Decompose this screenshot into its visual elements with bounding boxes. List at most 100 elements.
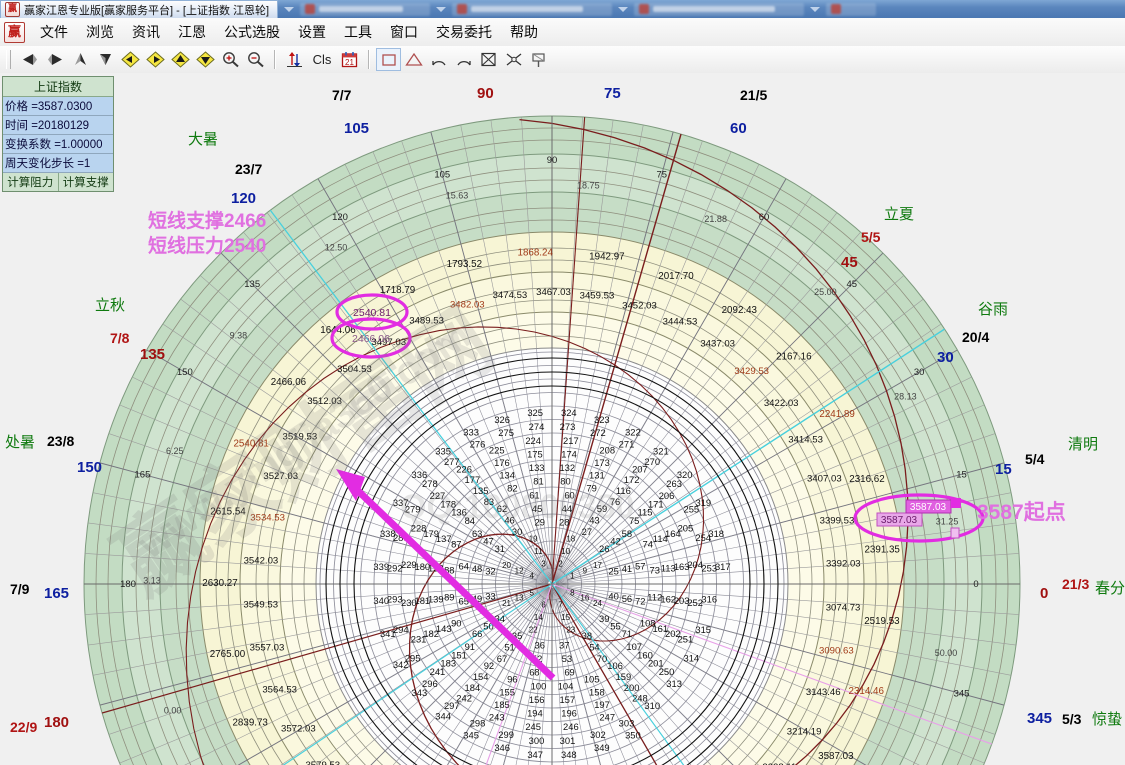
axis-label-date-7-7: 7/7 [332,87,352,103]
svg-text:46: 46 [504,514,514,525]
menu-item-gann[interactable]: 江恩 [178,24,206,40]
info-panel: 上证指数 价格 =3587.0300 时间 =20180129 变换系数 =1.… [2,76,114,192]
arc-left-icon[interactable] [426,48,451,71]
svg-text:54: 54 [589,642,599,653]
menu-item-browse[interactable]: 浏览 [86,24,114,40]
calc-support-button[interactable]: 计算支撑 [58,173,113,191]
svg-text:251: 251 [678,633,694,644]
triangle-tool-icon[interactable] [401,48,426,71]
svg-text:114: 114 [653,533,668,544]
menu-item-file[interactable]: 文件 [40,24,68,40]
diamond-right-icon[interactable] [143,48,168,71]
vertical-arrows-icon[interactable] [282,48,307,71]
flag-tool-icon[interactable] [526,48,551,71]
prev-triangle-icon[interactable] [18,48,43,71]
svg-text:349: 349 [594,742,610,753]
svg-text:104: 104 [558,681,574,692]
svg-text:247: 247 [599,711,615,722]
taskbar-other-window-4[interactable] [826,2,877,16]
svg-text:47: 47 [483,536,493,547]
rectangle-tool-icon[interactable] [376,48,401,71]
zoom-out-icon[interactable] [243,48,268,71]
zoom-in-icon[interactable] [218,48,243,71]
svg-text:248: 248 [632,693,648,704]
taskbar-other-window-2[interactable] [452,2,613,16]
cls-button[interactable]: Cls [312,52,332,67]
info-panel-title: 上证指数 [3,77,113,97]
menu-item-formula-stock-picking[interactable]: 公式选股 [224,24,280,40]
svg-text:60: 60 [564,490,574,501]
axis-label-deg-30: 30 [937,349,954,366]
svg-text:160: 160 [637,649,653,660]
boxed-x-icon[interactable] [476,48,501,71]
menu-item-window[interactable]: 窗口 [390,24,418,40]
svg-text:120: 120 [332,212,348,223]
svg-text:73: 73 [649,564,659,575]
svg-text:48: 48 [472,563,482,574]
calendar-icon[interactable]: 21 [337,48,362,71]
svg-text:3572.03: 3572.03 [281,724,316,735]
svg-text:230: 230 [401,597,417,608]
svg-text:202: 202 [665,628,681,639]
svg-text:36: 36 [535,640,545,651]
menu-item-trade-entrust[interactable]: 交易委托 [436,24,492,40]
svg-text:296: 296 [422,678,438,689]
taskbar-other-window-1[interactable] [300,2,431,16]
menu-item-tools[interactable]: 工具 [344,24,372,40]
svg-text:315: 315 [695,624,711,635]
svg-text:1942.97: 1942.97 [589,252,624,263]
svg-text:75: 75 [656,169,667,180]
solar-term-qingming: 清明 [1068,436,1099,453]
taskbar-other-window-3[interactable] [634,2,805,16]
svg-text:21: 21 [345,58,354,67]
next-triangle-icon[interactable] [43,48,68,71]
solar-term-lixia: 立夏 [884,206,915,223]
svg-text:162: 162 [660,593,676,604]
svg-text:1793.52: 1793.52 [447,259,482,270]
menu-item-help[interactable]: 帮助 [510,24,538,40]
diamond-left-icon[interactable] [118,48,143,71]
diamond-down-icon[interactable] [193,48,218,71]
svg-text:31: 31 [495,543,505,554]
up-triangle-icon[interactable] [68,48,93,71]
diamond-up-icon[interactable] [168,48,193,71]
svg-text:106: 106 [607,660,623,671]
menu-item-settings[interactable]: 设置 [298,24,326,40]
svg-text:92: 92 [484,660,494,671]
svg-text:70: 70 [597,653,607,664]
svg-text:60: 60 [759,212,770,223]
svg-text:136: 136 [451,507,467,518]
svg-text:241: 241 [430,666,446,677]
taskbar-caret-icon-4 [810,6,821,12]
svg-text:133: 133 [529,462,545,473]
svg-text:25.00: 25.00 [814,287,837,297]
taskbar-active-window[interactable]: 赢 赢家江恩专业版[赢家服务平台] - [上证指数 江恩轮] [0,0,279,18]
axis-label-date-7-8: 7/8 [110,330,130,346]
svg-text:3452.03: 3452.03 [622,300,657,311]
svg-text:346: 346 [494,742,510,753]
down-triangle-icon[interactable] [93,48,118,71]
cross-arrows-icon[interactable] [501,48,526,71]
svg-text:53: 53 [562,653,572,664]
highlight-ellipse-2540 [335,293,409,331]
svg-text:43: 43 [589,514,599,525]
svg-text:30: 30 [512,526,522,537]
svg-text:131: 131 [589,470,605,481]
gann-wheel-chart[interactable]: 1 2 3 4 5 6 7 8 9 10 11 12 13 14 15 16 17 18 19 20 21 22 23 24 2… [0,73,1125,765]
arc-right-icon[interactable] [451,48,476,71]
svg-text:1644.06: 1644.06 [320,325,356,336]
calc-resistance-button[interactable]: 计算阻力 [3,173,59,191]
svg-text:172: 172 [624,474,640,485]
note-short-term-support: 短线支撑2466 [148,211,267,232]
axis-label-deg-75: 75 [604,85,621,102]
taskbar-caret-icon-3 [618,6,629,12]
svg-text:20: 20 [502,561,511,570]
menu-item-news[interactable]: 资讯 [132,24,160,40]
svg-text:2839.73: 2839.73 [232,717,268,728]
svg-text:225: 225 [489,445,505,456]
axis-label-date-20-4: 20/4 [962,329,990,345]
svg-text:2092.43: 2092.43 [722,305,758,316]
svg-text:224: 224 [525,435,541,446]
svg-text:165: 165 [135,469,151,480]
svg-text:28.13: 28.13 [894,392,917,402]
